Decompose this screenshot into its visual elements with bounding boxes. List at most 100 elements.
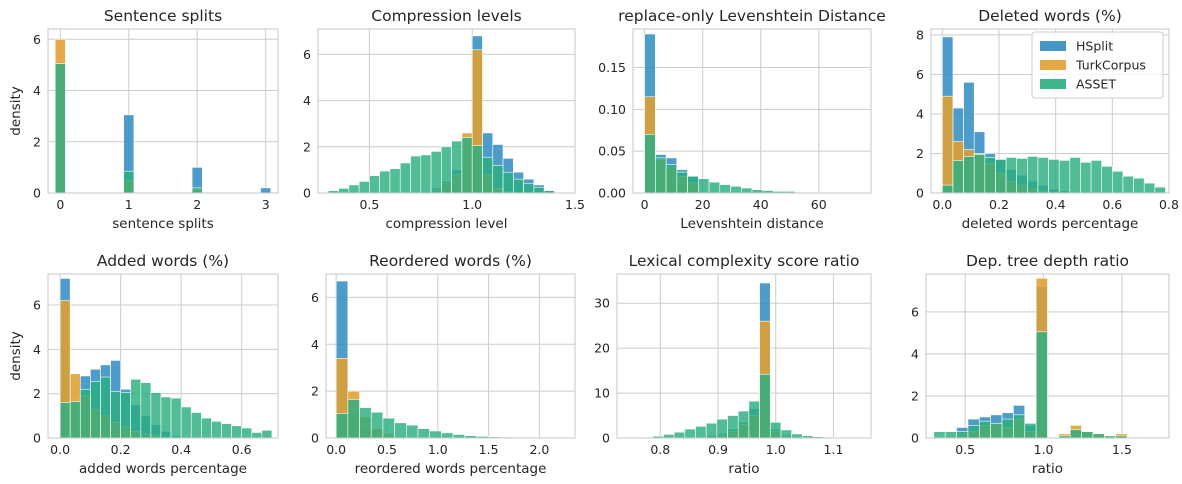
y-tick-label: 0 <box>33 431 41 446</box>
bar <box>1048 159 1060 194</box>
bar <box>100 376 111 439</box>
bar <box>160 396 172 439</box>
bar <box>1005 157 1018 194</box>
x-axis-label: added words percentage <box>79 461 247 477</box>
bar <box>482 156 494 194</box>
series-asset <box>942 154 1166 194</box>
bar <box>492 164 504 194</box>
bar <box>942 95 954 194</box>
bar <box>211 421 222 439</box>
x-tick-label: 2 <box>193 197 201 212</box>
bar <box>1035 331 1048 439</box>
bar <box>370 411 384 439</box>
y-tick-label: 6 <box>911 304 919 319</box>
bar <box>1069 429 1082 439</box>
bar <box>730 186 742 194</box>
x-tick-label: 0.2 <box>989 197 1009 212</box>
bar <box>963 156 975 194</box>
bar <box>708 181 721 194</box>
bar <box>719 184 731 194</box>
x-tick-label: 0.5 <box>377 442 397 457</box>
bar <box>59 402 71 439</box>
axes-frame <box>632 28 872 194</box>
y-tick-label: 4 <box>33 83 41 98</box>
x-axis-label: reordered words percentage <box>355 461 547 477</box>
bar <box>441 146 452 194</box>
bar <box>140 382 152 439</box>
x-tick-label: 0.6 <box>232 442 252 457</box>
bar <box>170 397 182 439</box>
y-tick-label: 6 <box>303 47 311 62</box>
bar <box>1133 177 1145 194</box>
legend-label: HSplit <box>1076 39 1113 54</box>
legend-label: ASSET <box>1076 77 1116 92</box>
x-tick-label: 0.4 <box>171 442 191 457</box>
bar <box>359 407 372 439</box>
x-tick-label: 1.0 <box>1034 442 1054 457</box>
bar <box>1027 156 1039 194</box>
bar <box>201 417 212 439</box>
y-tick-label: 20 <box>594 341 610 356</box>
series-asset <box>933 331 1128 439</box>
y-tick-label: 0 <box>303 186 311 201</box>
y-tick-label: 2 <box>311 384 319 399</box>
bar <box>673 431 686 439</box>
bar <box>335 413 349 439</box>
x-tick-label: 1.1 <box>824 442 844 457</box>
bar <box>1112 170 1124 194</box>
bar <box>441 432 454 439</box>
bar <box>979 420 991 439</box>
y-tick-label: 4 <box>311 337 319 352</box>
x-tick-label: 20 <box>695 197 711 212</box>
axes-frame <box>47 273 279 439</box>
legend: HSplit TurkCorpus ASSET <box>1031 31 1164 99</box>
bar <box>716 418 728 439</box>
bar <box>984 157 996 194</box>
axes-frame <box>925 273 1170 439</box>
bar <box>389 168 401 194</box>
bar <box>1058 160 1071 194</box>
y-tick-label: 0.15 <box>598 60 626 75</box>
x-tick-label: 2.0 <box>529 442 549 457</box>
y-tick-label: 4 <box>303 93 311 108</box>
x-tick-label: 1.0 <box>766 442 786 457</box>
y-tick-label: 8 <box>916 27 924 42</box>
chart-title: Lexical complexity score ratio <box>629 252 860 270</box>
series-asset <box>631 373 857 439</box>
bar <box>150 392 162 439</box>
bar <box>241 427 253 439</box>
panel-3: 0 20 40 60 0.00 0.05 0.10 0.15 replace-only Leve… <box>598 7 886 232</box>
bar <box>347 399 360 439</box>
bar <box>369 175 380 194</box>
x-tick-label: 3 <box>262 197 270 212</box>
y-tick-label: 6 <box>33 298 41 313</box>
bar <box>769 421 782 439</box>
bar <box>430 151 442 194</box>
bar <box>676 171 688 194</box>
bar <box>791 433 803 439</box>
bar <box>780 429 792 439</box>
y-axis-label: density <box>8 86 24 136</box>
chart-title: Added words (%) <box>97 252 229 270</box>
bar <box>410 155 422 194</box>
legend-swatch <box>1040 41 1066 51</box>
bar <box>748 400 760 439</box>
bar <box>933 431 946 439</box>
bar <box>251 432 263 439</box>
bar <box>655 157 667 194</box>
bar <box>394 422 407 439</box>
x-tick-label: 0.8 <box>1159 197 1179 212</box>
x-tick-label: 0.4 <box>1046 197 1066 212</box>
y-tick-label: 6 <box>916 67 924 82</box>
bar <box>1081 431 1094 439</box>
y-tick-label: 0.00 <box>598 186 626 201</box>
bar <box>180 406 192 439</box>
y-tick-label: 0 <box>311 431 319 446</box>
bar <box>698 178 710 194</box>
y-tick-label: 2 <box>303 139 311 154</box>
bar <box>405 424 419 439</box>
bar <box>1001 418 1014 439</box>
bar <box>420 154 432 194</box>
x-axis-label: compression level <box>386 216 508 232</box>
panel-1: 0 1 2 3 0 2 4 6 Sentence splits sentence splits de… <box>8 7 279 232</box>
